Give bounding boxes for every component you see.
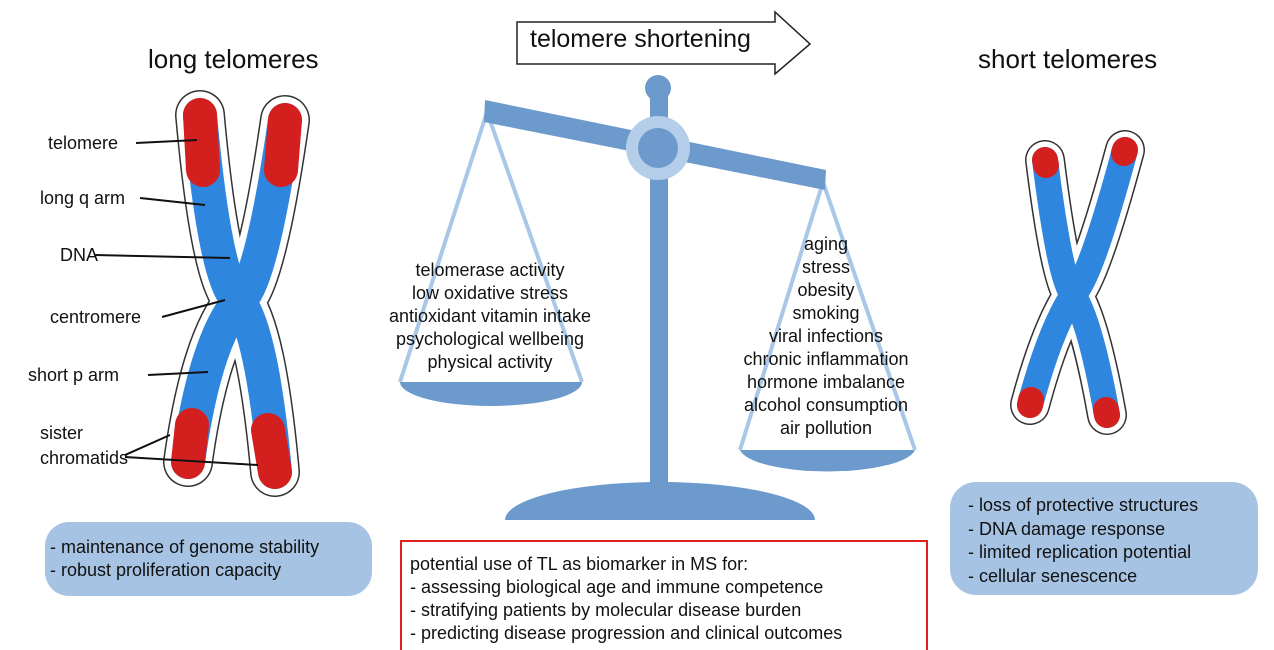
right-pan-factor: obesity bbox=[797, 279, 854, 302]
biomarker-item: - assessing biological age and immune co… bbox=[410, 576, 823, 599]
structure-label: DNA bbox=[60, 244, 98, 267]
left-pan-factor: telomerase activity bbox=[415, 259, 564, 282]
right-pan-factor: aging bbox=[804, 233, 848, 256]
right-pan-factor: hormone imbalance bbox=[747, 371, 905, 394]
right-feature: - loss of protective structures bbox=[968, 494, 1198, 517]
left-pan-factor: antioxidant vitamin intake bbox=[389, 305, 591, 328]
long-chromosome bbox=[188, 115, 285, 472]
right-title: short telomeres bbox=[978, 48, 1157, 71]
diagram: telomere shortening long telomeres short… bbox=[0, 0, 1274, 650]
structure-label: telomere bbox=[48, 132, 118, 155]
right-pan-factor: viral infections bbox=[769, 325, 883, 348]
right-pan-factor: alcohol consumption bbox=[744, 394, 908, 417]
left-title: long telomeres bbox=[148, 48, 319, 71]
left-feature: - robust proliferation capacity bbox=[50, 559, 281, 582]
right-pan-factor: chronic inflammation bbox=[743, 348, 908, 371]
left-pan-factor: physical activity bbox=[427, 351, 552, 374]
structure-label: centromere bbox=[50, 306, 141, 329]
right-pan-factor: smoking bbox=[792, 302, 859, 325]
left-pan-factor: psychological wellbeing bbox=[396, 328, 584, 351]
right-feature: - cellular senescence bbox=[968, 565, 1137, 588]
right-pan-factor: stress bbox=[802, 256, 850, 279]
right-feature: - limited replication potential bbox=[968, 541, 1191, 564]
left-feature: - maintenance of genome stability bbox=[50, 536, 319, 559]
arrow-label: telomere shortening bbox=[530, 28, 751, 51]
short-chromosome bbox=[1030, 150, 1125, 415]
biomarker-item: - stratifying patients by molecular dise… bbox=[410, 599, 801, 622]
structure-label: sister chromatids bbox=[40, 421, 135, 471]
biomarker-item: - predicting disease progression and cli… bbox=[410, 622, 842, 645]
right-pan-factor: air pollution bbox=[780, 417, 872, 440]
structure-label: long q arm bbox=[40, 187, 125, 210]
structure-label: short p arm bbox=[28, 364, 119, 387]
biomarker-heading: potential use of TL as biomarker in MS f… bbox=[410, 553, 748, 576]
left-pan-factor: low oxidative stress bbox=[412, 282, 568, 305]
right-feature: - DNA damage response bbox=[968, 518, 1165, 541]
